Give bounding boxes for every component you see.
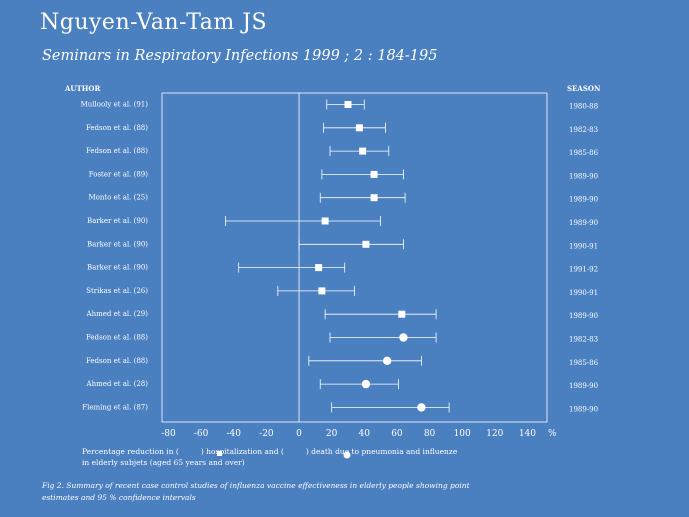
season-label: 1989-90	[569, 196, 598, 204]
author-label: Ahmed et al. (28)	[86, 380, 149, 388]
season-label: 1982-83	[569, 336, 598, 344]
author-label: Barker et al. (90)	[87, 217, 148, 225]
season-label: 1990-91	[569, 242, 598, 250]
author-label: Barker et al. (90)	[87, 264, 148, 272]
season-label: 1990-91	[569, 289, 598, 297]
x-tick-label: 60	[391, 429, 403, 439]
hospitalization-estimate-marker	[398, 310, 406, 318]
hospitalization-estimate-marker	[355, 124, 363, 132]
forest-row: Fedson et al. (88) 1985-86	[86, 146, 599, 157]
legend-text-d: in elderly subjets (aged 65 years and ov…	[82, 458, 245, 467]
author-label: Fleming et al. (87)	[82, 403, 148, 411]
hospitalization-estimate-marker	[370, 170, 378, 178]
x-tick-label: 40	[359, 429, 371, 439]
x-tick-label: 120	[486, 429, 503, 439]
season-header: SEASON	[567, 84, 601, 93]
forest-row: Ahmed et al. (29) 1989-90	[86, 309, 598, 320]
author-label: Ahmed et al. (29)	[86, 310, 149, 318]
x-axis-unit-label: %	[548, 429, 557, 439]
x-tick-label: 140	[519, 429, 536, 439]
forest-row: Fedson et al. (88) 1985-86	[86, 355, 599, 367]
figure-caption: Fig 2. Summary of recent case control st…	[42, 480, 512, 504]
season-label: 1985-86	[569, 149, 599, 157]
forest-row: Mullooly et al. (91) 1980-88	[81, 99, 598, 111]
season-label: 1989-90	[569, 219, 598, 227]
legend-square-marker	[217, 451, 222, 456]
author-header: AUTHOR	[64, 84, 100, 93]
legend-circle-marker	[343, 451, 351, 459]
season-label: 1991-92	[569, 266, 598, 274]
citation-subtitle: Seminars in Respiratory Infections 1999 …	[42, 48, 438, 64]
x-tick-label: -60	[194, 429, 209, 439]
x-tick-label: 80	[424, 429, 436, 439]
death-estimate-marker	[417, 403, 426, 412]
forest-row: Fedson et al. (88) 1982-83	[86, 332, 598, 344]
forest-row: Barker et al. (90) 1990-91	[87, 239, 598, 250]
forest-row: Barker et al. (90) 1991-92	[87, 262, 598, 274]
hospitalization-estimate-marker	[318, 287, 326, 295]
legend-text-b: ) hospitalization and (	[200, 447, 284, 456]
caption-line-2: estimates and 95 % confidence intervals	[42, 493, 196, 502]
season-label: 1980-88	[569, 103, 598, 111]
hospitalization-estimate-marker	[370, 194, 378, 202]
x-tick-label: 20	[326, 429, 338, 439]
forest-row: Monto et al. (25) 1989-90	[88, 192, 598, 204]
author-label: Barker et al. (90)	[87, 240, 148, 248]
hospitalization-estimate-marker	[344, 101, 352, 108]
season-label: 1985-86	[569, 359, 599, 367]
forest-row: Fedson et al. (88) 1982-83	[86, 122, 598, 134]
author-label: Mullooly et al. (91)	[81, 101, 149, 109]
caption-line-1: Fig 2. Summary of recent case control st…	[42, 481, 470, 490]
author-label: Fedson et al. (88)	[86, 334, 148, 342]
x-tick-label: 100	[454, 429, 471, 439]
death-estimate-marker	[382, 356, 392, 365]
legend: Percentage reduction in ( ) hospitalizati…	[82, 446, 457, 468]
author-label: Fedson et al. (88)	[86, 357, 148, 365]
season-label: 1989-90	[569, 312, 598, 320]
hospitalization-estimate-marker	[321, 217, 329, 225]
author-label: Monto et al. (25)	[88, 194, 148, 202]
author-label: Fedson et al. (88)	[86, 147, 148, 155]
slide-title: Nguyen-Van-Tam JS	[40, 10, 268, 35]
legend-text-c: ) death due to pneumonia and influenze	[305, 447, 458, 456]
hospitalization-estimate-marker	[362, 240, 370, 248]
author-label: Foster et al. (89)	[89, 170, 148, 178]
death-estimate-marker	[399, 333, 408, 342]
author-label: Fedson et al. (88)	[86, 124, 148, 132]
forest-row: Ahmed et al. (28) 1989-90	[86, 379, 598, 390]
legend-text-a: Percentage reduction in (	[82, 447, 179, 456]
x-tick-label: -80	[161, 429, 176, 439]
forest-row: Barker et al. (90) 1989-90	[87, 216, 598, 227]
season-label: 1989-90	[569, 405, 598, 413]
hospitalization-estimate-marker	[315, 264, 323, 272]
season-label: 1982-83	[569, 126, 598, 134]
hospitalization-estimate-marker	[359, 147, 367, 155]
plot-frame	[161, 92, 548, 423]
forest-row: Foster et al. (89) 1989-90	[89, 169, 598, 180]
x-tick-label: -40	[227, 429, 242, 439]
season-label: 1989-90	[569, 172, 598, 180]
x-tick-label: -20	[259, 429, 274, 439]
forest-row: Strikas et al. (26) 1990-91	[86, 285, 598, 297]
x-tick-label: 0	[296, 429, 302, 439]
season-label: 1989-90	[569, 382, 598, 390]
death-estimate-marker	[361, 379, 371, 389]
forest-row: Fleming et al. (87) 1989-90	[82, 402, 598, 413]
author-label: Strikas et al. (26)	[86, 287, 148, 295]
